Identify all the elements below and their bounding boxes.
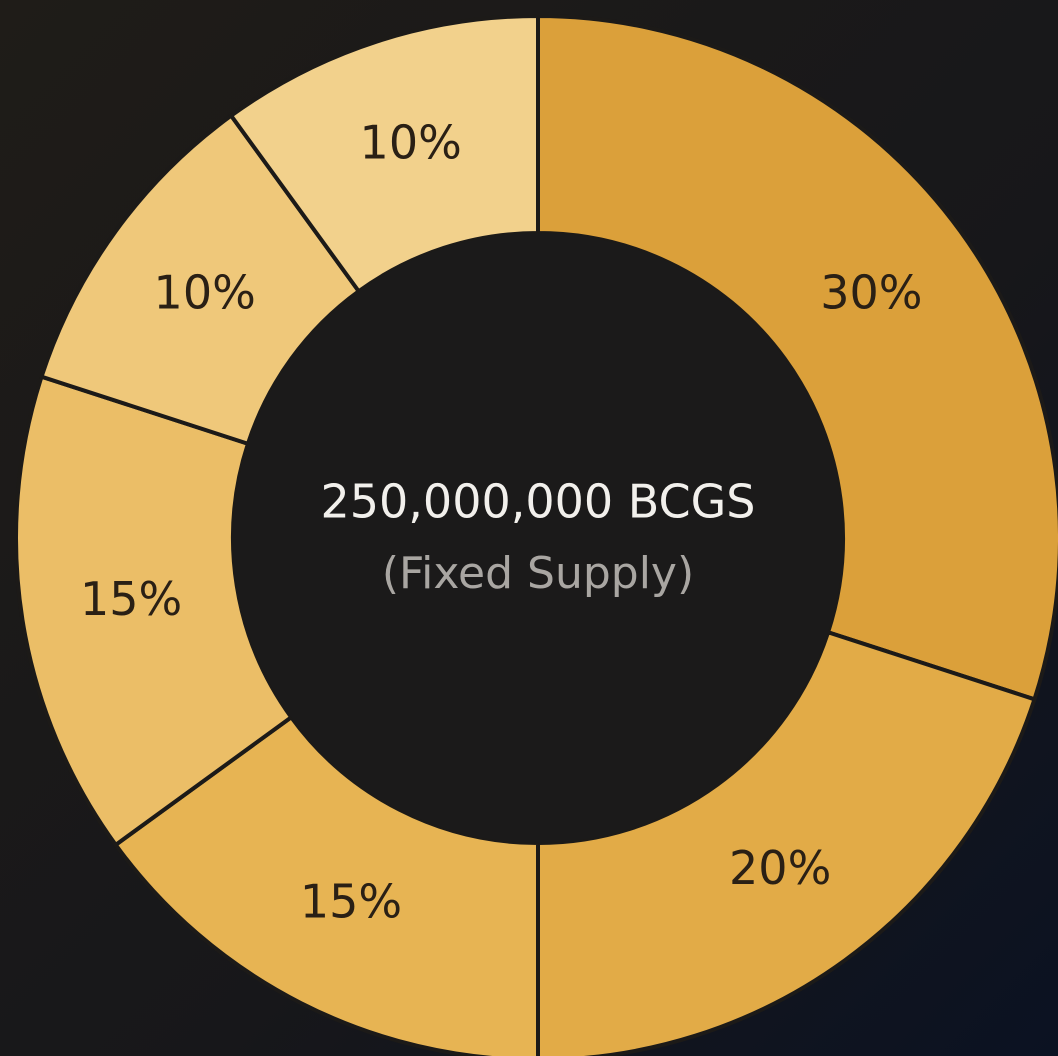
slice-label: 10% <box>360 116 462 170</box>
slice-label: 10% <box>154 265 256 319</box>
slice-label: 20% <box>729 841 831 895</box>
slice-label: 15% <box>80 572 182 626</box>
slice-label: 30% <box>820 265 922 319</box>
center-title: 250,000,000 BCGS <box>321 475 756 529</box>
center-subtitle: (Fixed Supply) <box>382 548 694 599</box>
slice-label: 15% <box>300 875 402 929</box>
donut-hole <box>233 233 843 843</box>
